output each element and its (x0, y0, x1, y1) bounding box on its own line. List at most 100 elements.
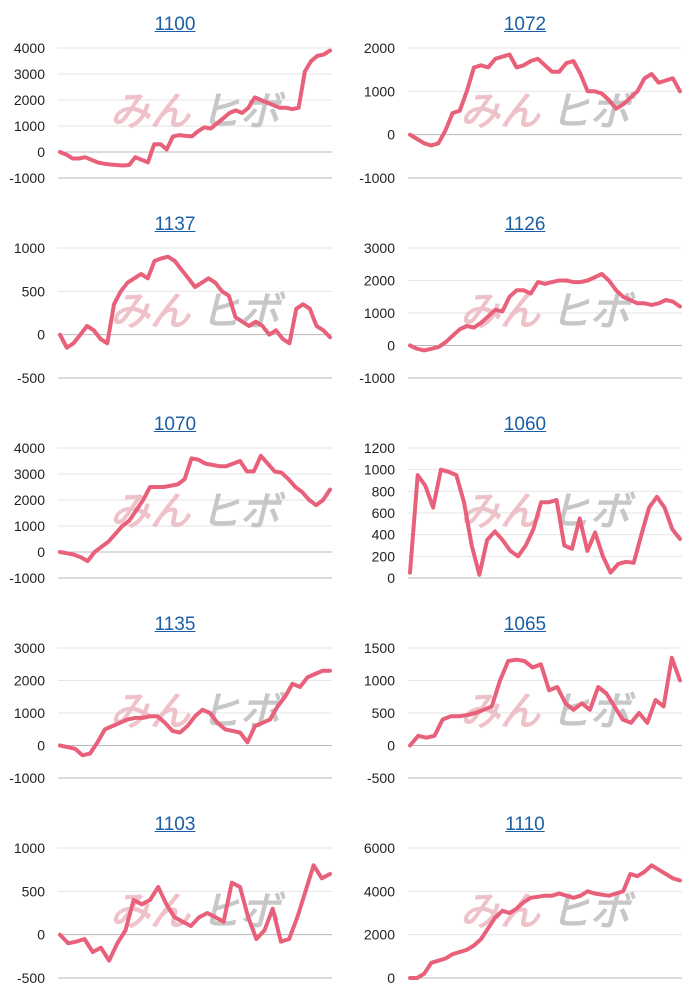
chart-panel-1103: 1103 1000 500 0 -500 みん ヒボ (0, 800, 350, 1000)
chart-title-link[interactable]: 1110 (505, 814, 545, 835)
y-tick-label: 500 (22, 883, 46, 899)
y-tick-label: 1000 (364, 462, 395, 478)
y-tick-label: -1000 (359, 370, 395, 386)
line-chart: 2000 1000 0 -1000 みん ヒボ (359, 40, 682, 186)
y-tick-label: -500 (367, 770, 395, 786)
chart-title-link[interactable]: 1137 (154, 214, 196, 235)
watermark-logo-left: みん (460, 490, 542, 534)
y-tick-label: 4000 (14, 440, 45, 456)
watermark-logo-right: ヒボ (200, 490, 286, 534)
y-tick-label: 0 (37, 738, 45, 754)
y-tick-label: 200 (372, 548, 396, 564)
chart-panel-1137: 1137 1000 500 0 -500 みん ヒボ (0, 200, 350, 400)
y-tick-label: 600 (372, 505, 396, 521)
chart-title-link[interactable]: 1100 (154, 14, 196, 35)
series-line (58, 453, 332, 564)
series-line (58, 48, 332, 168)
y-tick-label: 0 (37, 544, 45, 560)
y-tick-label: 3000 (14, 640, 45, 656)
y-tick-label: 500 (372, 705, 396, 721)
watermark-logo-left: みん (110, 90, 192, 134)
chart-panel-1100: 1100 4000 3000 2000 1000 0 -1000 みん ヒボ (0, 0, 350, 200)
y-tick-label: 0 (387, 127, 395, 143)
y-tick-label: 0 (387, 970, 395, 986)
series-line (408, 863, 682, 980)
chart-panel-1135: 1135 3000 2000 1000 0 -1000 みん ヒボ (0, 600, 350, 800)
series-line (408, 467, 682, 577)
chart-title-link[interactable]: 1126 (504, 214, 546, 235)
y-tick-label: 0 (387, 338, 395, 354)
y-tick-label: 1000 (364, 673, 395, 689)
y-tick-label: 3000 (14, 466, 45, 482)
y-tick-label: 2000 (364, 927, 395, 943)
y-tick-label: -1000 (9, 770, 45, 786)
chart-title-link[interactable]: 1060 (503, 414, 547, 435)
y-tick-label: 1000 (14, 705, 45, 721)
chart-title-link[interactable]: 1065 (503, 614, 547, 635)
y-tick-label: 6000 (364, 840, 395, 856)
y-tick-label: 2000 (364, 273, 395, 289)
chart-title-link[interactable]: 1135 (154, 614, 196, 635)
y-tick-label: 3000 (364, 240, 395, 256)
y-tick-label: 3000 (14, 66, 45, 82)
series-line (58, 863, 332, 963)
chart-panel-1060: 1060 1200 1000 800 600 400 200 0 みん ヒボ (350, 400, 700, 600)
watermark-logo-right: ヒボ (200, 690, 286, 734)
y-tick-label: -500 (17, 970, 45, 986)
chart-title-link[interactable]: 1103 (154, 814, 196, 835)
line-chart: 1200 1000 800 600 400 200 0 みん ヒボ (364, 440, 682, 586)
y-tick-label: 0 (387, 570, 395, 586)
y-tick-label: 1500 (364, 640, 395, 656)
y-tick-label: 1000 (14, 240, 45, 256)
y-tick-label: 800 (372, 483, 396, 499)
chart-title-link[interactable]: 1070 (153, 414, 197, 435)
y-tick-label: -1000 (9, 570, 45, 586)
y-tick-label: 4000 (364, 883, 395, 899)
y-tick-label: 2000 (364, 40, 395, 56)
y-tick-label: 4000 (14, 40, 45, 56)
chart-panel-1070: 1070 4000 3000 2000 1000 0 -1000 みん ヒボ (0, 400, 350, 600)
y-tick-label: -1000 (359, 170, 395, 186)
watermark-logo-right: ヒボ (200, 290, 286, 334)
watermark-logo-left: みん (460, 90, 542, 134)
watermark-logo-left: みん (110, 290, 192, 334)
y-tick-label: 2000 (14, 92, 45, 108)
chart-panel-1065: 1065 1500 1000 500 0 -500 みん ヒボ (350, 600, 700, 800)
watermark-logo-left: みん (110, 690, 192, 734)
y-tick-label: 400 (372, 527, 396, 543)
series-line (408, 655, 682, 748)
chart-panel-1126: 1126 3000 2000 1000 0 -1000 みん ヒボ (350, 200, 700, 400)
chart-panel-1072: 1072 2000 1000 0 -1000 みん ヒボ (350, 0, 700, 200)
y-tick-label: 0 (37, 927, 45, 943)
series-line (408, 272, 682, 353)
y-tick-label: -500 (17, 370, 45, 386)
y-tick-label: 1000 (14, 840, 45, 856)
y-tick-label: 1000 (14, 518, 45, 534)
series-line (58, 668, 332, 758)
y-tick-label: 2000 (14, 492, 45, 508)
series-line (408, 52, 682, 148)
watermark-logo-right: ヒボ (550, 890, 636, 934)
series-line (58, 254, 332, 350)
y-tick-label: 0 (37, 144, 45, 160)
line-chart: 3000 2000 1000 0 -1000 みん ヒボ (9, 640, 332, 786)
y-tick-label: 1000 (364, 305, 395, 321)
line-chart: 1000 500 0 -500 みん ヒボ (14, 240, 332, 386)
chart-title-link[interactable]: 1072 (503, 14, 547, 35)
y-tick-label: -1000 (9, 170, 45, 186)
y-tick-label: 0 (387, 738, 395, 754)
y-tick-label: 1000 (364, 83, 395, 99)
chart-panel-1110: 1110 6000 4000 2000 0 みん ヒボ (350, 800, 700, 1000)
watermark-logo-right: ヒボ (550, 490, 636, 534)
y-tick-label: 2000 (14, 673, 45, 689)
watermark-logo-right: ヒボ (550, 90, 636, 134)
y-tick-label: 1000 (14, 118, 45, 134)
y-tick-label: 0 (37, 327, 45, 343)
y-tick-label: 500 (22, 283, 46, 299)
